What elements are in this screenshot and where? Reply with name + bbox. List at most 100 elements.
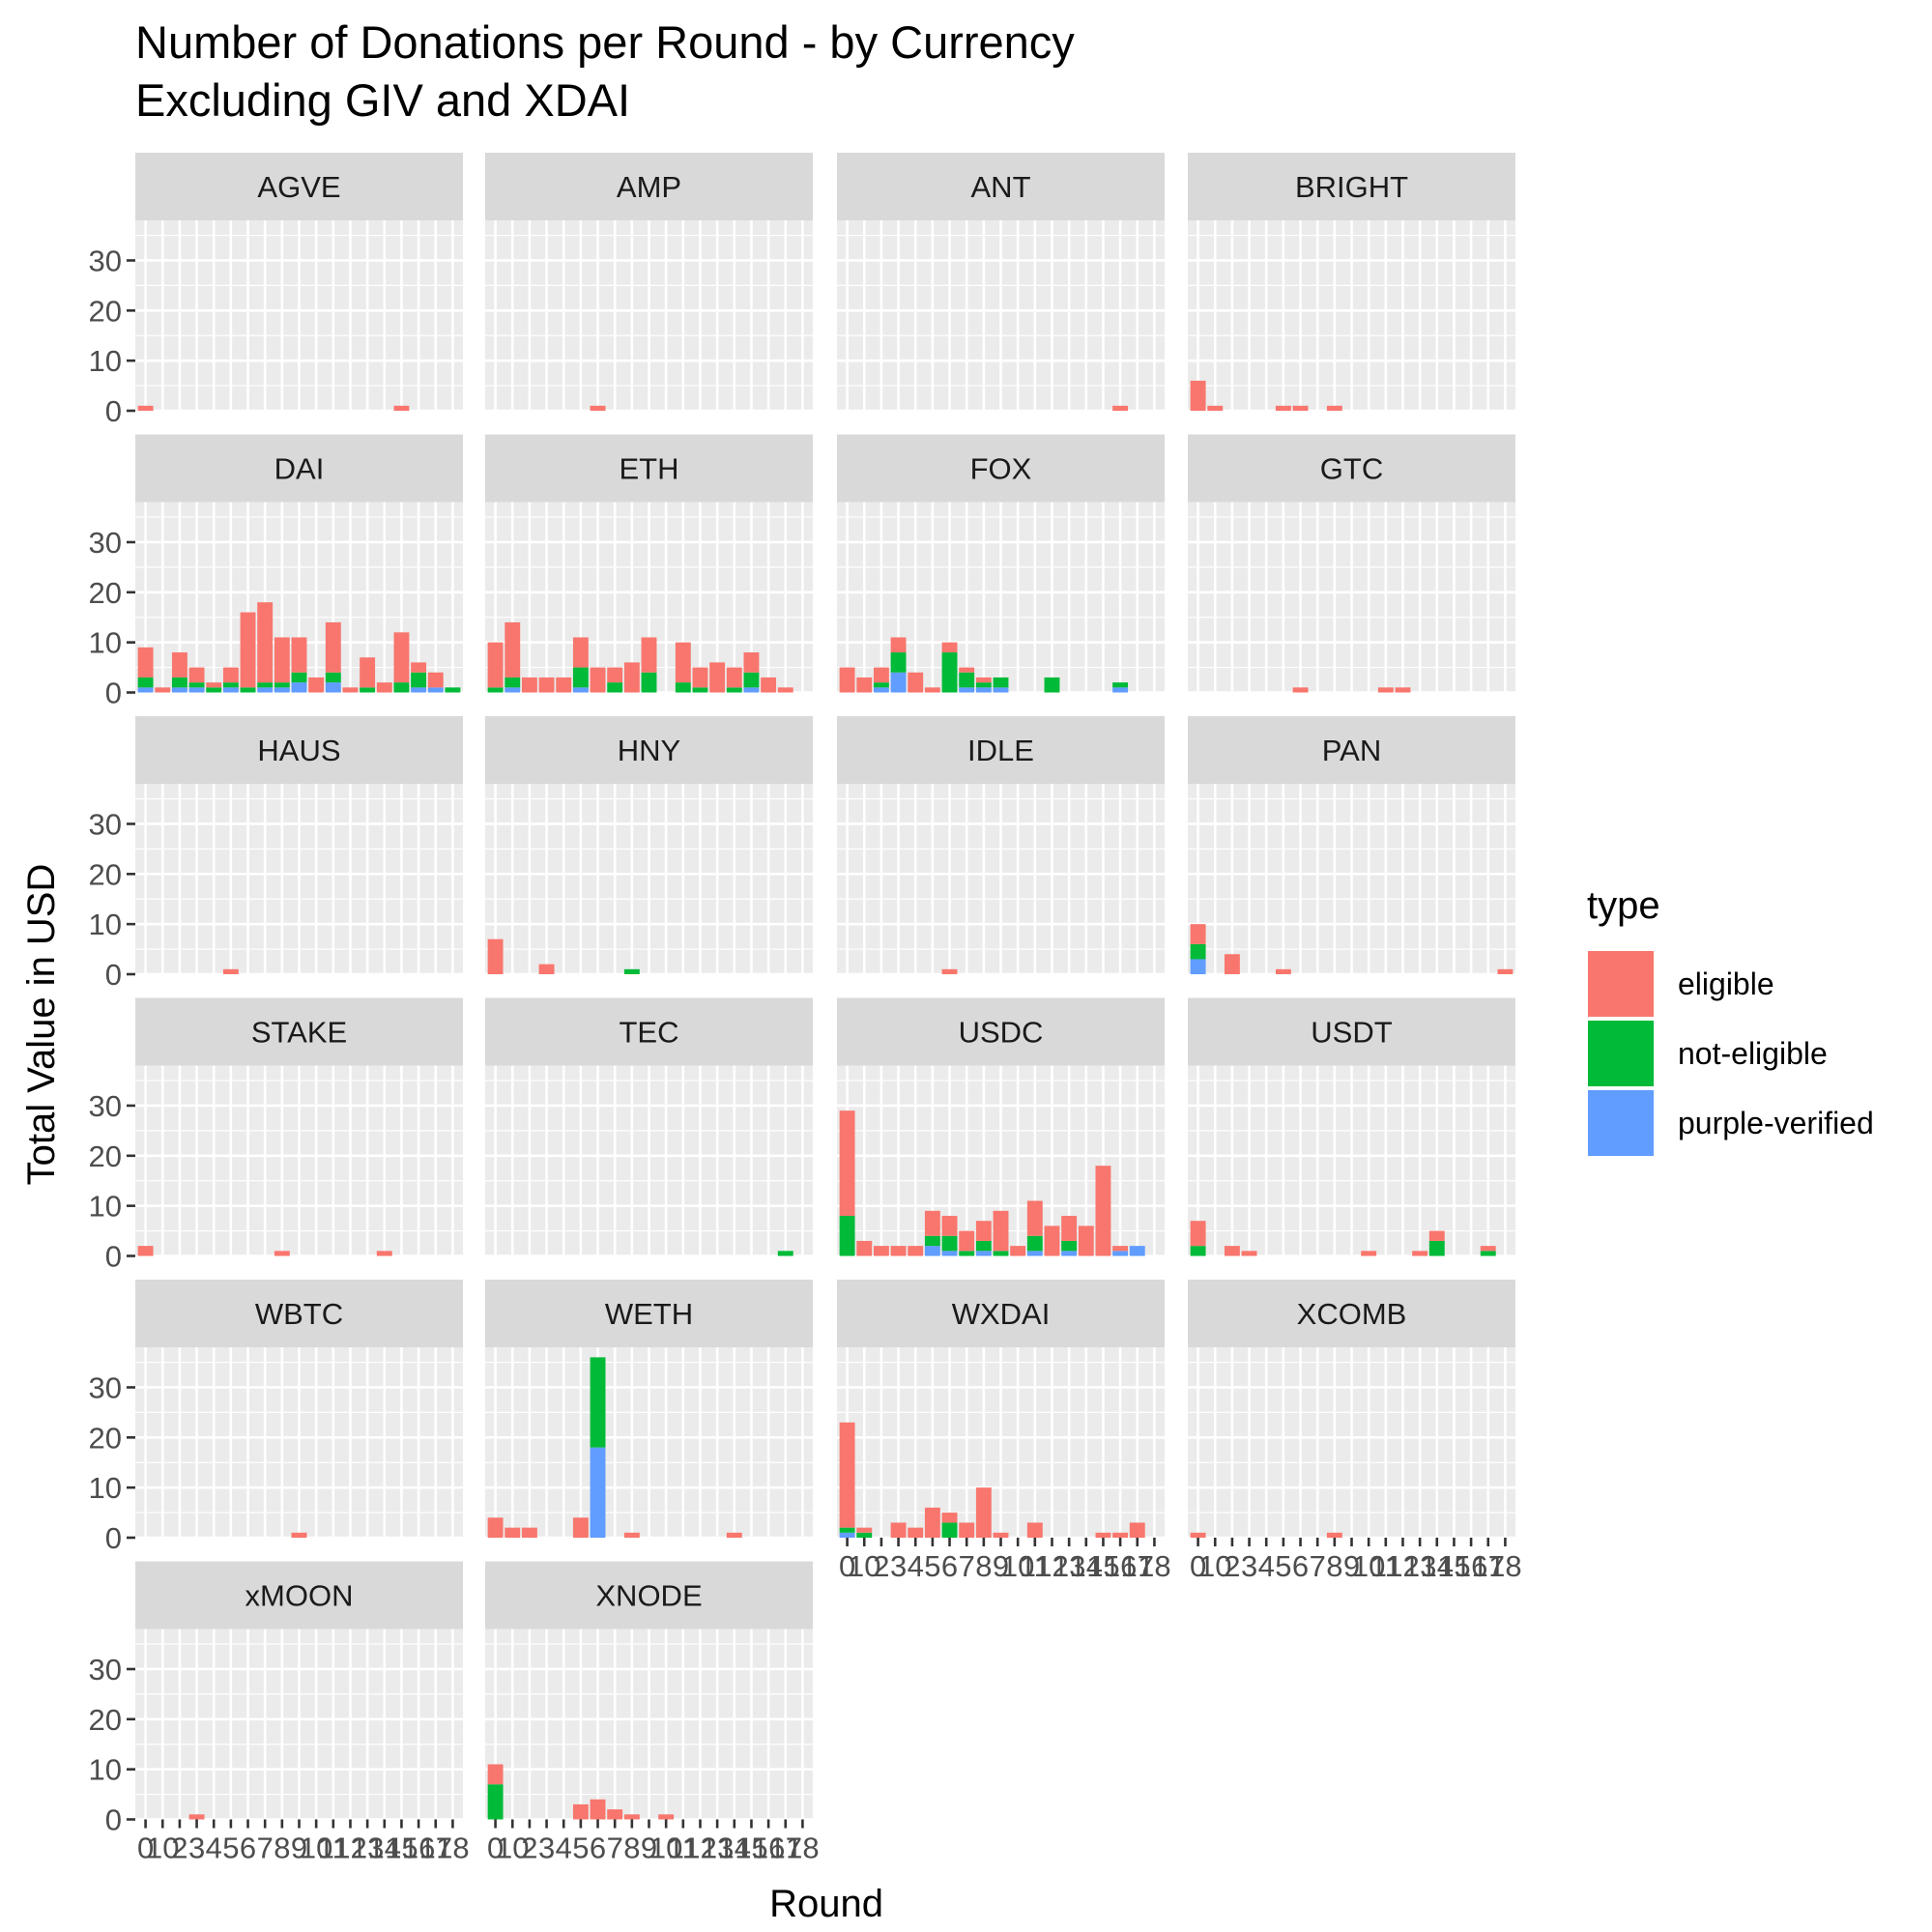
bar-xnode-round-6-eligible [590,1799,606,1820]
x-tick-label: 16 [402,1831,435,1865]
y-tick-label: 30 [89,1089,122,1123]
y-tick-label: 30 [89,1653,122,1687]
bar-usdc-round-17-purple-verified [1129,1246,1145,1256]
x-tick-label: 17 [419,1831,452,1865]
bar-dai-round-13-not-eligible [360,687,376,693]
bar-pan-round-5-eligible [1275,968,1291,974]
x-tick-label: 7 [257,1831,274,1865]
bar-bright-round-6-eligible [1292,405,1309,411]
x-tick-label: 10 [1198,1549,1231,1583]
bar-fox-round-7-eligible [959,667,975,673]
x-tick-label: 0 [137,1831,154,1865]
facet-strip-idle [837,716,1165,784]
x-tick-label: 3 [538,1831,555,1865]
bar-usdc-round-8-purple-verified [975,1251,992,1256]
facet-strip-wbtc [135,1280,463,1347]
bar-usdt-round-0-eligible [1190,1221,1206,1247]
bar-eth-round-16-eligible [761,677,777,693]
facet-usdc: USDC [837,997,1165,1257]
x-tick-label: 11 [1020,1549,1051,1583]
bar-xmoon-round-3-eligible [188,1814,205,1820]
bar-xcomb-round-8-eligible [1326,1532,1342,1538]
facet-agve: AGVE 0 10 20 30 [89,153,463,428]
bar-dai-round-6-not-eligible [240,687,256,693]
facet-strip-label-usdt: USDT [1311,1016,1392,1050]
x-tick-label: 2 [1224,1549,1240,1583]
facet-strip-label-weth: WETH [605,1297,693,1331]
x-tick-label: 2 [521,1831,537,1865]
x-tick-label: 9 [291,1831,307,1865]
bar-wxdai-round-16-eligible [1112,1532,1129,1538]
bar-dai-round-16-not-eligible [411,672,427,688]
facet-strip-label-amp: AMP [617,170,681,204]
bar-dai-round-11-purple-verified [325,682,341,693]
bar-eth-round-1-purple-verified [505,687,521,693]
facet-strip-label-agve: AGVE [257,170,340,204]
bar-eth-round-14-eligible [726,667,742,688]
bar-fox-round-1-eligible [856,677,873,693]
x-tick-label: 12 [683,1831,716,1865]
x-tick-label: 2 [873,1549,889,1583]
bar-usdt-round-17-eligible [1480,1246,1496,1252]
x-tick-label: 12 [1386,1549,1419,1583]
bar-dai-round-3-purple-verified [188,687,205,693]
facet-tec: TEC [485,997,813,1257]
facet-strip-label-fox: FOX [970,452,1032,486]
bar-dai-round-5-purple-verified [222,687,239,693]
facet-strip-label-eth: ETH [620,452,679,486]
x-tick-label: 11 [668,1831,699,1865]
x-tick-label: 17 [1472,1549,1505,1583]
facet-strip-label-wbtc: WBTC [255,1297,343,1331]
bar-fox-round-2-purple-verified [873,687,889,693]
y-tick-label: 0 [105,958,122,992]
bar-dai-round-7-not-eligible [257,682,274,688]
facet-strip-gtc [1188,434,1515,503]
bar-wbtc-round-9-eligible [291,1532,307,1538]
bar-eth-round-1-not-eligible [505,677,521,688]
y-axis-stake: 0 10 20 30 [89,1089,135,1274]
bar-gtc-round-12-eligible [1395,687,1411,693]
x-tick-label: 13 [1403,1549,1436,1583]
x-tick-label: 14 [1421,1549,1454,1583]
facet-strip-bright [1188,153,1515,220]
facet-strip-haus [135,716,463,784]
x-tick-label: 10 [848,1549,880,1583]
y-tick-label: 20 [89,1421,122,1455]
bar-usdc-round-8-not-eligible [975,1240,992,1252]
bar-dai-round-8-eligible [274,637,290,683]
facet-strip-ant [837,153,1165,220]
bar-eth-round-11-not-eligible [675,682,691,693]
bar-dai-round-7-purple-verified [257,687,274,693]
bar-dai-round-15-eligible [393,632,410,683]
bar-fox-round-8-eligible [975,677,992,683]
x-tick-label: 2 [171,1831,187,1865]
bar-weth-round-5-eligible [572,1517,589,1538]
x-tick-label: 9 [1343,1549,1360,1583]
x-tick-label: 18 [786,1831,819,1865]
x-tick-label: 8 [274,1831,290,1865]
x-tick-label: 15 [735,1831,767,1865]
x-tick-label: 18 [1488,1549,1521,1583]
grid-lines-agve [135,220,463,413]
bar-dai-round-17-purple-verified [427,687,444,693]
bar-pan-round-0-not-eligible [1190,943,1206,960]
bar-dai-round-10-eligible [308,677,325,693]
x-tick-label: 8 [623,1831,640,1865]
bar-fox-round-12-not-eligible [1044,677,1060,693]
bar-wxdai-round-9-eligible [993,1532,1009,1538]
facet-fox: FOX [837,434,1165,694]
legend: type eligible not-eligible purple-verifi… [1586,884,1874,1158]
y-tick-label: 30 [89,244,122,277]
grid-lines-amp [485,220,813,413]
bar-eth-round-2-eligible [521,677,537,693]
facet-strip-fox [837,434,1165,503]
x-tick-label: 10 [146,1831,179,1865]
bar-weth-round-6-purple-verified [590,1447,606,1538]
bar-bright-round-0-eligible [1190,380,1206,411]
y-tick-label: 10 [89,1190,122,1224]
x-tick-label: 15 [385,1831,418,1865]
bar-bright-round-5-eligible [1275,405,1291,411]
